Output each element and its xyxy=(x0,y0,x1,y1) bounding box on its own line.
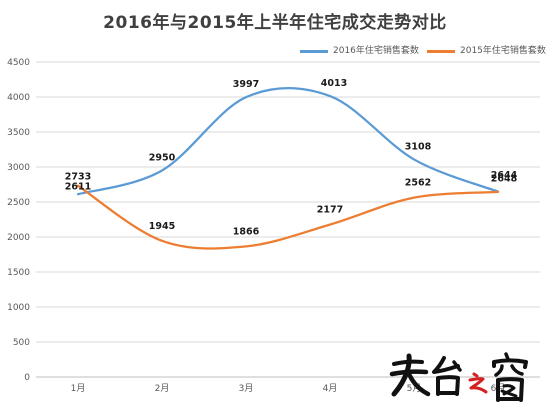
data-label-2015-6: 2644 xyxy=(491,170,518,181)
data-labels: 2611 2950 3997 4013 3108 2648 2733 1945 1866 2177… xyxy=(65,78,518,237)
legend-swatch-2015 xyxy=(427,50,455,53)
x-tick-label-3: 3月 xyxy=(239,383,254,394)
data-label-2015-5: 2562 xyxy=(405,178,431,189)
y-tick-label-1000: 1000 xyxy=(7,303,30,313)
legend-label-2016: 2016年住宅销售套数 xyxy=(333,46,419,56)
chart-title: 2016年与2015年上半年住宅成交走势对比 xyxy=(103,13,447,33)
data-label-2016-6: 2648 xyxy=(491,174,518,185)
data-label-2015-2: 1945 xyxy=(149,221,175,232)
x-tick-label-2: 2月 xyxy=(155,383,170,394)
data-label-2015-1: 2733 xyxy=(65,172,91,183)
y-axis-ticks: 0 500 1000 1500 2000 2500 3000 3500 4000 4500 xyxy=(7,58,30,383)
y-tick-label-500: 500 xyxy=(13,338,30,348)
y-tick-label-3000: 3000 xyxy=(7,163,30,173)
data-label-2015-3: 1866 xyxy=(233,226,260,237)
legend-label-2015: 2015年住宅销售套数 xyxy=(460,46,546,56)
x-tick-label-4: 4月 xyxy=(323,383,338,394)
x-tick-label-1: 1月 xyxy=(71,383,86,394)
x-tick-label-5: 5月 xyxy=(407,383,422,394)
series-line-2016 xyxy=(76,86,500,196)
gridlines xyxy=(36,61,540,378)
tiantai-calligraphy-logo-icon xyxy=(389,352,528,402)
legend: 2016年住宅销售套数 2015年住宅销售套数 xyxy=(300,43,546,59)
watermark-logo xyxy=(388,350,548,404)
data-label-2015-4: 2177 xyxy=(317,205,343,216)
y-tick-label-2000: 2000 xyxy=(7,233,30,243)
y-tick-label-1500: 1500 xyxy=(7,268,30,278)
series-lines xyxy=(76,86,500,250)
data-label-2016-4: 4013 xyxy=(321,78,347,89)
y-tick-label-4000: 4000 xyxy=(7,93,30,103)
y-tick-label-2500: 2500 xyxy=(7,198,30,208)
y-tick-label-0: 0 xyxy=(24,373,30,383)
y-tick-label-4500: 4500 xyxy=(7,58,30,68)
legend-swatch-2016 xyxy=(300,50,328,53)
data-label-2016-1: 2611 xyxy=(65,182,91,193)
data-label-2016-2: 2950 xyxy=(149,153,176,164)
data-label-2016-5: 3108 xyxy=(405,141,432,152)
series-line-2015 xyxy=(76,184,500,250)
data-label-2016-3: 3997 xyxy=(233,79,259,90)
y-tick-label-3500: 3500 xyxy=(7,128,30,138)
